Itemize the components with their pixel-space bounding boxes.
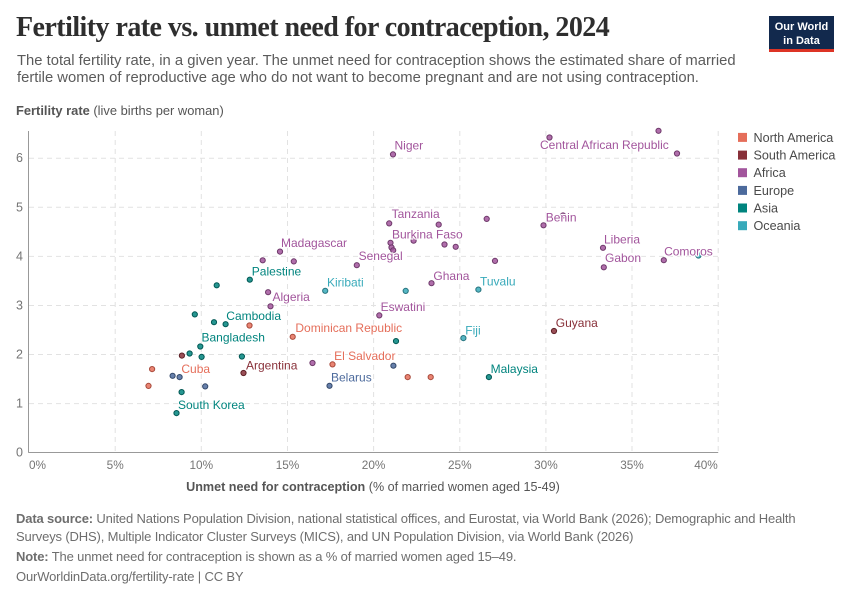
svg-text:Dominican Republic: Dominican Republic: [295, 321, 402, 335]
svg-text:Madagascar: Madagascar: [281, 236, 347, 250]
svg-text:Eswatini: Eswatini: [381, 300, 426, 314]
svg-text:Unmet need for contraception (: Unmet need for contraception (% of marri…: [186, 480, 560, 494]
svg-text:Cambodia: Cambodia: [226, 309, 281, 323]
svg-text:Fertility rate (live births pe: Fertility rate (live births per woman): [16, 103, 224, 118]
svg-text:6: 6: [16, 151, 23, 165]
svg-text:Senegal: Senegal: [359, 249, 403, 263]
svg-text:Africa: Africa: [754, 166, 786, 180]
svg-text:El Salvador: El Salvador: [334, 349, 395, 363]
svg-text:Bangladesh: Bangladesh: [202, 331, 265, 345]
svg-text:Comoros: Comoros: [664, 244, 713, 258]
svg-text:Gabon: Gabon: [605, 251, 641, 265]
svg-text:Cuba: Cuba: [181, 362, 210, 376]
svg-text:1: 1: [16, 397, 23, 411]
svg-text:Belarus: Belarus: [331, 370, 372, 384]
svg-text:Tanzania: Tanzania: [392, 207, 440, 221]
svg-text:5%: 5%: [107, 458, 125, 472]
svg-text:Tuvalu: Tuvalu: [480, 274, 516, 288]
svg-text:Europe: Europe: [754, 184, 795, 198]
svg-text:25%: 25%: [448, 458, 472, 472]
svg-text:15%: 15%: [276, 458, 300, 472]
svg-text:Argentina: Argentina: [246, 359, 298, 373]
svg-text:5: 5: [16, 200, 23, 214]
svg-text:3: 3: [16, 299, 23, 313]
svg-text:South Korea: South Korea: [178, 398, 245, 412]
svg-text:4: 4: [16, 249, 23, 263]
svg-text:Oceania: Oceania: [754, 219, 801, 233]
svg-text:30%: 30%: [534, 458, 558, 472]
svg-text:20%: 20%: [362, 458, 386, 472]
svg-text:Malaysia: Malaysia: [491, 362, 539, 376]
svg-text:2: 2: [16, 348, 23, 362]
svg-text:35%: 35%: [620, 458, 644, 472]
svg-text:South America: South America: [754, 149, 836, 163]
svg-text:Niger: Niger: [395, 139, 424, 153]
svg-text:Benin: Benin: [546, 211, 577, 225]
svg-text:Liberia: Liberia: [604, 233, 640, 247]
svg-text:40%: 40%: [694, 458, 718, 472]
svg-text:Palestine: Palestine: [252, 265, 302, 279]
svg-text:Ghana: Ghana: [433, 269, 469, 283]
svg-text:0%: 0%: [29, 458, 47, 472]
svg-text:Kiribati: Kiribati: [327, 275, 364, 289]
svg-text:0: 0: [16, 446, 23, 460]
svg-text:Guyana: Guyana: [556, 316, 598, 330]
svg-text:Fiji: Fiji: [465, 323, 480, 337]
svg-text:Algeria: Algeria: [273, 290, 311, 304]
svg-text:10%: 10%: [189, 458, 213, 472]
svg-text:Central African Republic: Central African Republic: [540, 138, 669, 152]
svg-text:North America: North America: [754, 131, 834, 145]
svg-text:Asia: Asia: [754, 202, 779, 216]
svg-text:Burkina Faso: Burkina Faso: [392, 228, 463, 242]
